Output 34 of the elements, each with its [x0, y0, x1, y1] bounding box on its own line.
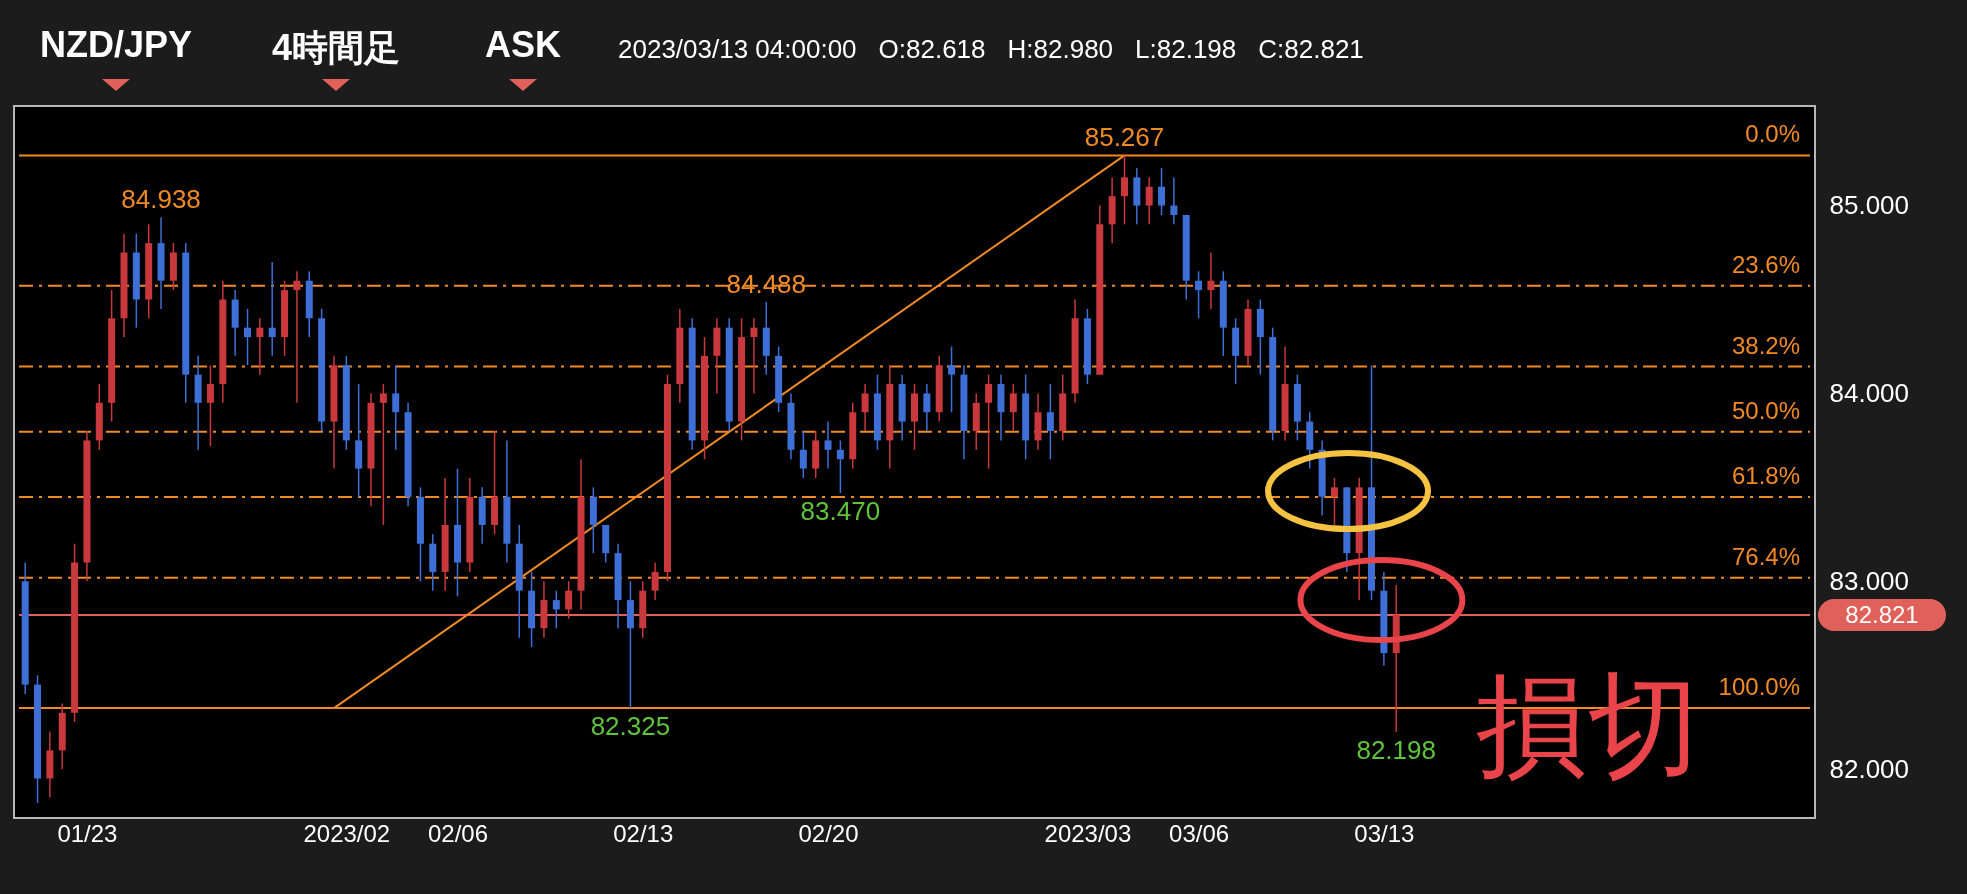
text: 4時間足: [272, 26, 401, 70]
annotation: 100.0%: [1718, 673, 1800, 701]
y-tick-label: 85.000: [1829, 190, 1910, 221]
annotation: 23.6%: [1731, 250, 1800, 278]
annotation: 76.4%: [1731, 542, 1800, 570]
x-tick-label: 03/06: [1169, 819, 1230, 847]
annotation: 84.938: [121, 184, 201, 215]
annotation: 83.470: [800, 496, 881, 526]
text: 2023/03/13 04:00:00: [618, 34, 857, 65]
text: C:82.821: [1258, 34, 1364, 65]
ref-line-label: 82.821: [1818, 598, 1946, 631]
text: ASK: [485, 24, 562, 66]
x-tick-label: 01/23: [57, 819, 118, 847]
y-tick-label: 83.000: [1829, 565, 1910, 596]
y-tick-label: 82.000: [1829, 753, 1910, 784]
x-tick-label: 02/13: [613, 819, 674, 847]
annotation: 38.2%: [1731, 331, 1800, 359]
y-tick-label: 84.000: [1829, 377, 1910, 408]
text: H:82.980: [1007, 34, 1114, 65]
x-tick-label: 02/06: [427, 819, 489, 847]
text: O:82.618: [878, 34, 986, 65]
annotation: 82.325: [590, 711, 671, 742]
x-tick-label: 03/13: [1354, 819, 1415, 847]
annotation: 50.0%: [1731, 396, 1800, 424]
x-tick-label: 2023/03: [1044, 819, 1132, 847]
annotation: 61.8%: [1731, 461, 1800, 489]
annotation: 85.267: [1084, 122, 1165, 153]
annotation: 84.488: [726, 268, 807, 299]
chart-title: NZD/JPY: [40, 24, 193, 66]
text: L:82.198: [1135, 34, 1237, 65]
annotation: 82.198: [1356, 734, 1436, 765]
x-tick-label: 02/20: [798, 819, 859, 847]
x-tick-label: 2023/02: [303, 819, 391, 847]
annotation: 0.0%: [1745, 120, 1800, 148]
